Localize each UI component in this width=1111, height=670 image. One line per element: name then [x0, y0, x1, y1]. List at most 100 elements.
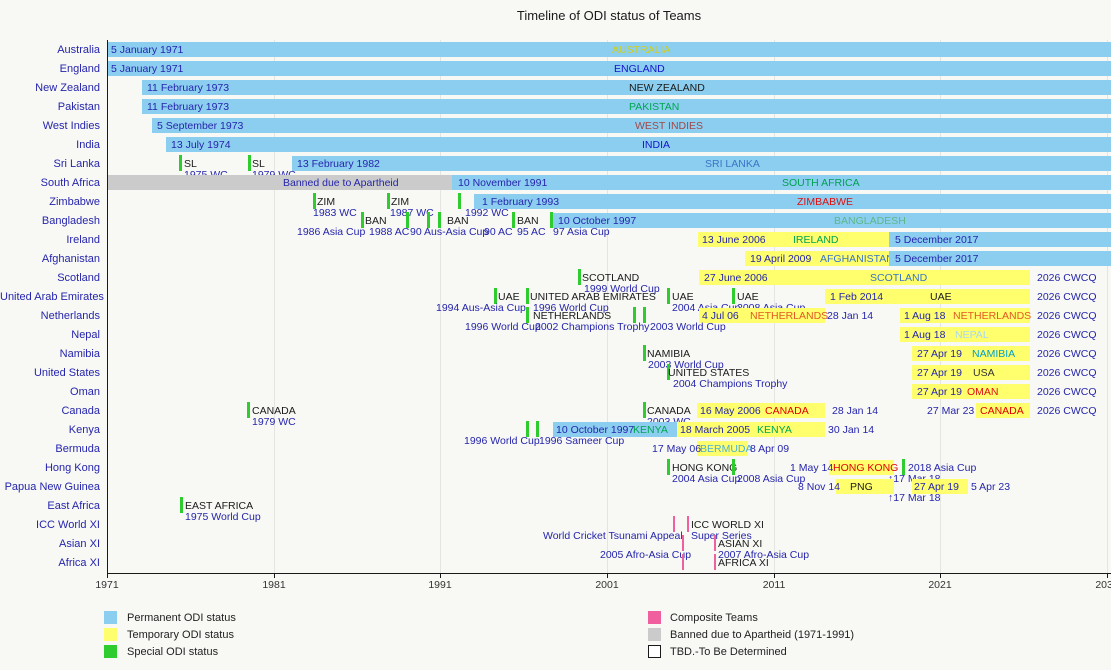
- special-tick-mark: [550, 212, 553, 228]
- axis-year-label: 1981: [262, 579, 286, 591]
- tick-label: UNITED STATES: [668, 367, 750, 379]
- tick-sublabel: Super Series: [691, 530, 752, 542]
- tick-sublabel: 2002 Champions Trophy: [535, 321, 650, 333]
- timeline-bar-permanent: [889, 251, 1111, 266]
- timeline-bar-temporary: [699, 308, 825, 323]
- special-tick-mark: [526, 307, 529, 323]
- bar-label: ENGLAND: [614, 63, 665, 75]
- bar-label: OMAN: [967, 386, 999, 398]
- tick-sublabel: 2003 World Cup: [650, 321, 726, 333]
- bar-label: 27 June 2006: [704, 272, 768, 284]
- note-label: 2026 CWCQ: [1037, 272, 1097, 284]
- bar-label: 27 Apr 19: [917, 348, 962, 360]
- note-label: 2026 CWCQ: [1037, 329, 1097, 341]
- row-label: Bangladesh: [41, 215, 100, 227]
- timeline-bar-permanent: [107, 61, 1111, 76]
- special-tick-mark: [732, 459, 735, 475]
- tick-label: BAN: [447, 215, 469, 227]
- composite-tick-mark: [682, 535, 684, 551]
- bar-label: 27 Apr 19: [917, 367, 962, 379]
- legend-label: TBD.-To Be Determined: [670, 646, 787, 658]
- tick-sublabel: 1987 WC: [390, 207, 434, 219]
- axis-year-label: 2001: [595, 579, 619, 591]
- tick-label: SL: [252, 158, 265, 170]
- tick-sublabel: 90 Aus-Asia Cup: [410, 226, 489, 238]
- row-label: New Zealand: [35, 82, 100, 94]
- bar-label: KENYA: [757, 424, 792, 436]
- bar-label: NEPAL: [955, 329, 989, 341]
- x-axis-line: [107, 573, 1111, 574]
- row-label: Canada: [61, 405, 100, 417]
- special-tick-mark: [179, 155, 182, 171]
- timeline-bar-permanent: [889, 232, 1111, 247]
- tick-sublabel: 1975 World Cup: [185, 511, 261, 523]
- timeline-bar-permanent: [107, 42, 1111, 57]
- special-tick-mark: [438, 212, 441, 228]
- tick-sublabel: 1986 Asia Cup: [297, 226, 366, 238]
- bar-label: 5 January 1971: [111, 44, 184, 56]
- special-tick-mark: [494, 288, 497, 304]
- bar-label: SRI LANKA: [705, 158, 760, 170]
- special-tick-mark: [732, 288, 735, 304]
- bar-label: BANGLADESH: [834, 215, 906, 227]
- bar-label: 27 Apr 19: [917, 386, 962, 398]
- timeline-bar-temporary: [912, 365, 1030, 380]
- note-label: ↑17 Mar 18: [888, 492, 941, 504]
- special-tick-mark: [667, 288, 670, 304]
- special-tick-mark: [643, 345, 646, 361]
- timeline-bar-banned: [107, 175, 452, 190]
- legend-swatch: [104, 645, 117, 658]
- gridline: [940, 40, 941, 573]
- bar-label: 5 September 1973: [157, 120, 244, 132]
- bar-label: UAE: [930, 291, 952, 303]
- tick-label: ASIAN XI: [718, 538, 763, 550]
- bar-label: BERMUDA: [700, 443, 753, 455]
- axis-tick: [1107, 573, 1108, 578]
- axis-year-label: 1991: [428, 579, 452, 591]
- composite-tick-mark: [687, 516, 689, 532]
- timeline-bar-permanent: [292, 156, 1111, 171]
- tick-sublabel: 95 AC: [517, 226, 546, 238]
- row-label: Hong Kong: [44, 462, 100, 474]
- tick-label: UAE: [672, 291, 694, 303]
- bar-label: PAKISTAN: [629, 101, 680, 113]
- tick-sublabel: 2003 World Cup: [648, 359, 724, 371]
- tick-sublabel: 1983 WC: [313, 207, 357, 219]
- legend-label: Permanent ODI status: [127, 612, 236, 624]
- special-tick-mark: [248, 155, 251, 171]
- legend-swatch: [104, 628, 117, 641]
- timeline-bar-temporary: [912, 384, 1030, 399]
- timeline-bar-temporary: [836, 479, 894, 494]
- note-label: 27 Mar 23: [927, 405, 975, 417]
- bar-label: SOUTH AFRICA: [782, 177, 860, 189]
- bar-label: WEST INDIES: [635, 120, 704, 132]
- bar-label: 4 Jul 06: [702, 310, 739, 322]
- legend-label: Special ODI status: [127, 646, 219, 658]
- tick-label: NAMIBIA: [647, 348, 691, 360]
- bar-label: 5 December 2017: [895, 253, 979, 265]
- axis-tick: [940, 573, 941, 578]
- gridline: [607, 40, 608, 573]
- timeline-bar-temporary: [677, 422, 825, 437]
- note-label: 2026 CWCQ: [1037, 291, 1097, 303]
- row-label: South Africa: [40, 177, 100, 189]
- legend-swatch: [648, 628, 661, 641]
- row-label: India: [76, 139, 100, 151]
- row-label: Pakistan: [57, 101, 100, 113]
- timeline-bar-permanent: [142, 80, 1111, 95]
- row-label: Asian XI: [59, 538, 100, 550]
- row-label: East Africa: [47, 500, 100, 512]
- note-label: 8 Apr 09: [750, 443, 790, 455]
- timeline-bar-temporary: [697, 403, 825, 418]
- special-tick-mark: [643, 307, 646, 323]
- note-label: 30 Jan 14: [828, 424, 875, 436]
- tick-label: ZIM: [391, 196, 410, 208]
- bar-label: NAMIBIA: [972, 348, 1016, 360]
- bar-label: 13 June 2006: [702, 234, 766, 246]
- timeline-bar-temporary: [912, 346, 1030, 361]
- axis-tick: [107, 573, 108, 578]
- tick-sublabel: 1994 Aus-Asia Cup: [436, 302, 526, 314]
- note-label: 28 Jan 14: [827, 310, 874, 322]
- timeline-bar-permanent: [142, 99, 1111, 114]
- row-label: Netherlands: [40, 310, 100, 322]
